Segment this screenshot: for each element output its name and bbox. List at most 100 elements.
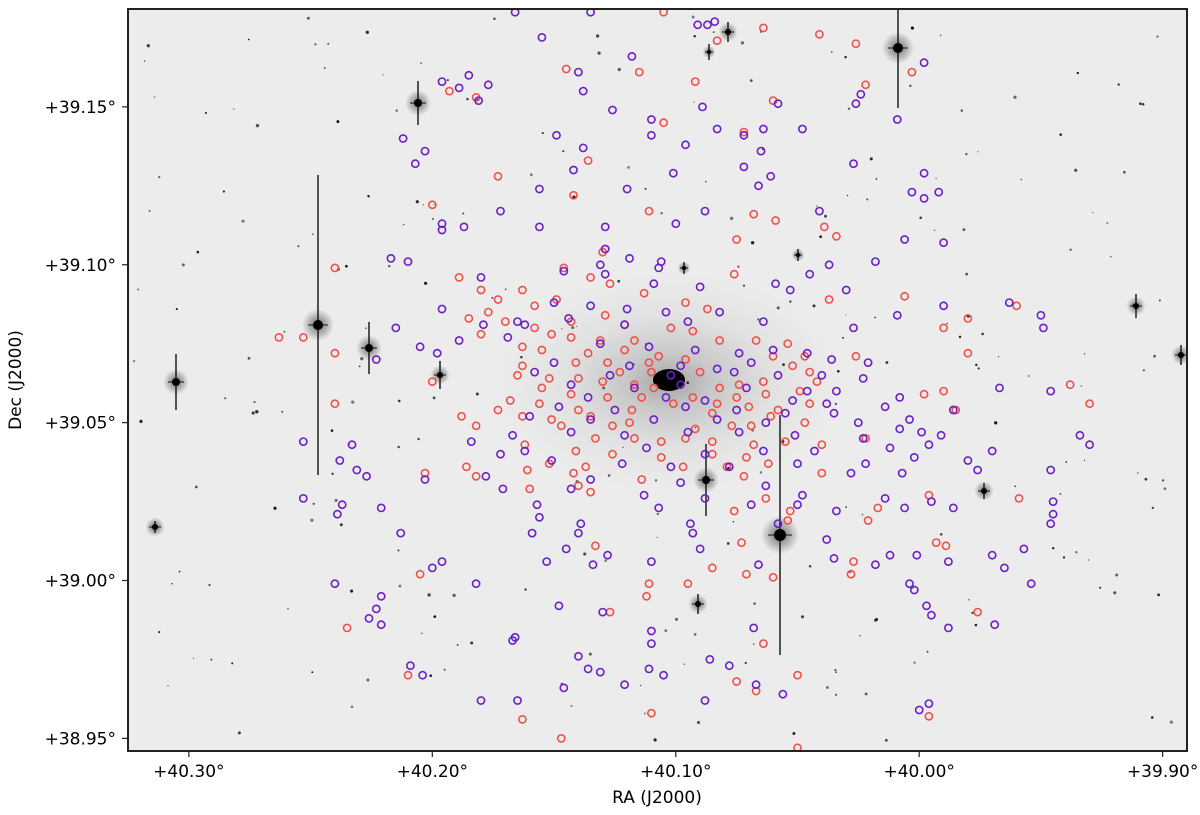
source-marker xyxy=(707,408,717,418)
faint-star xyxy=(759,471,763,474)
source-marker xyxy=(559,266,569,276)
source-marker xyxy=(785,506,795,516)
source-marker xyxy=(805,367,815,377)
faint-star xyxy=(919,216,923,220)
source-marker xyxy=(798,490,807,500)
source-marker xyxy=(778,689,788,699)
source-marker xyxy=(851,39,861,49)
faint-star xyxy=(965,152,968,156)
source-marker xyxy=(600,269,610,279)
faint-star xyxy=(571,326,575,330)
source-marker xyxy=(396,528,406,538)
source-marker xyxy=(729,506,739,516)
faint-star xyxy=(933,229,936,231)
source-marker xyxy=(535,512,544,522)
faint-star xyxy=(1153,354,1157,358)
source-marker xyxy=(371,355,381,364)
source-marker xyxy=(1046,386,1056,396)
source-marker xyxy=(625,418,634,427)
x-tick-label: +40.10° xyxy=(640,762,711,782)
source-marker xyxy=(780,408,790,418)
faint-star xyxy=(752,643,755,646)
faint-star xyxy=(1059,133,1062,136)
source-marker xyxy=(768,572,778,582)
source-marker xyxy=(822,399,832,409)
source-marker xyxy=(493,295,503,304)
faint-star xyxy=(819,235,822,238)
faint-star xyxy=(366,678,370,682)
faint-star xyxy=(273,506,277,510)
source-marker xyxy=(707,437,717,446)
source-marker xyxy=(661,392,671,402)
faint-star xyxy=(1115,573,1119,577)
source-marker xyxy=(788,396,797,405)
source-marker xyxy=(676,380,685,390)
faint-star xyxy=(654,479,658,482)
source-marker xyxy=(880,493,890,503)
source-marker xyxy=(566,484,576,494)
faint-star xyxy=(694,426,697,429)
source-marker xyxy=(620,430,629,440)
source-marker xyxy=(1046,519,1056,529)
source-marker xyxy=(535,184,544,194)
source-marker xyxy=(522,465,532,475)
source-marker xyxy=(690,345,700,355)
source-marker xyxy=(583,392,593,402)
faint-star xyxy=(415,200,419,204)
faint-star xyxy=(753,602,756,605)
source-marker xyxy=(863,358,873,367)
faint-star xyxy=(397,549,400,552)
source-marker xyxy=(639,490,649,500)
faint-star xyxy=(845,314,847,316)
source-marker xyxy=(715,307,724,317)
source-marker xyxy=(732,405,741,415)
faint-star xyxy=(656,536,658,539)
faint-star xyxy=(397,445,400,449)
source-marker xyxy=(948,503,958,513)
source-marker xyxy=(588,560,598,570)
source-marker xyxy=(761,481,771,491)
faint-star xyxy=(740,41,745,45)
faint-star xyxy=(583,552,587,556)
source-marker xyxy=(576,519,586,529)
faint-star xyxy=(1144,477,1148,481)
source-marker xyxy=(420,468,430,478)
faint-star xyxy=(524,588,527,591)
source-marker xyxy=(661,307,671,317)
source-marker xyxy=(454,272,464,282)
faint-star xyxy=(744,661,747,664)
source-marker xyxy=(892,115,902,124)
source-marker xyxy=(798,124,807,134)
source-marker xyxy=(630,433,639,443)
source-marker xyxy=(454,336,464,345)
faint-star xyxy=(939,533,943,536)
source-marker xyxy=(600,310,610,320)
source-marker xyxy=(574,67,583,77)
source-marker xyxy=(537,33,547,42)
source-marker xyxy=(700,396,710,405)
faint-star xyxy=(255,410,259,414)
source-marker xyxy=(822,535,832,544)
faint-star xyxy=(137,288,140,291)
faint-star xyxy=(456,644,459,646)
source-marker xyxy=(586,487,595,497)
source-marker xyxy=(987,446,997,456)
source-marker xyxy=(376,591,386,601)
faint-star xyxy=(323,67,326,69)
source-marker xyxy=(773,405,783,415)
source-marker xyxy=(1046,465,1056,475)
faint-star xyxy=(977,151,979,153)
source-marker xyxy=(520,320,530,330)
source-marker xyxy=(427,377,437,386)
faint-star xyxy=(874,316,876,319)
source-marker xyxy=(535,399,544,409)
source-marker xyxy=(622,304,632,314)
faint-star xyxy=(247,356,251,360)
source-marker xyxy=(457,411,466,421)
faint-star xyxy=(971,611,974,614)
faint-star xyxy=(622,446,624,449)
source-marker xyxy=(1026,579,1036,589)
faint-star xyxy=(504,288,507,291)
source-marker xyxy=(437,77,447,86)
source-marker xyxy=(793,459,802,469)
